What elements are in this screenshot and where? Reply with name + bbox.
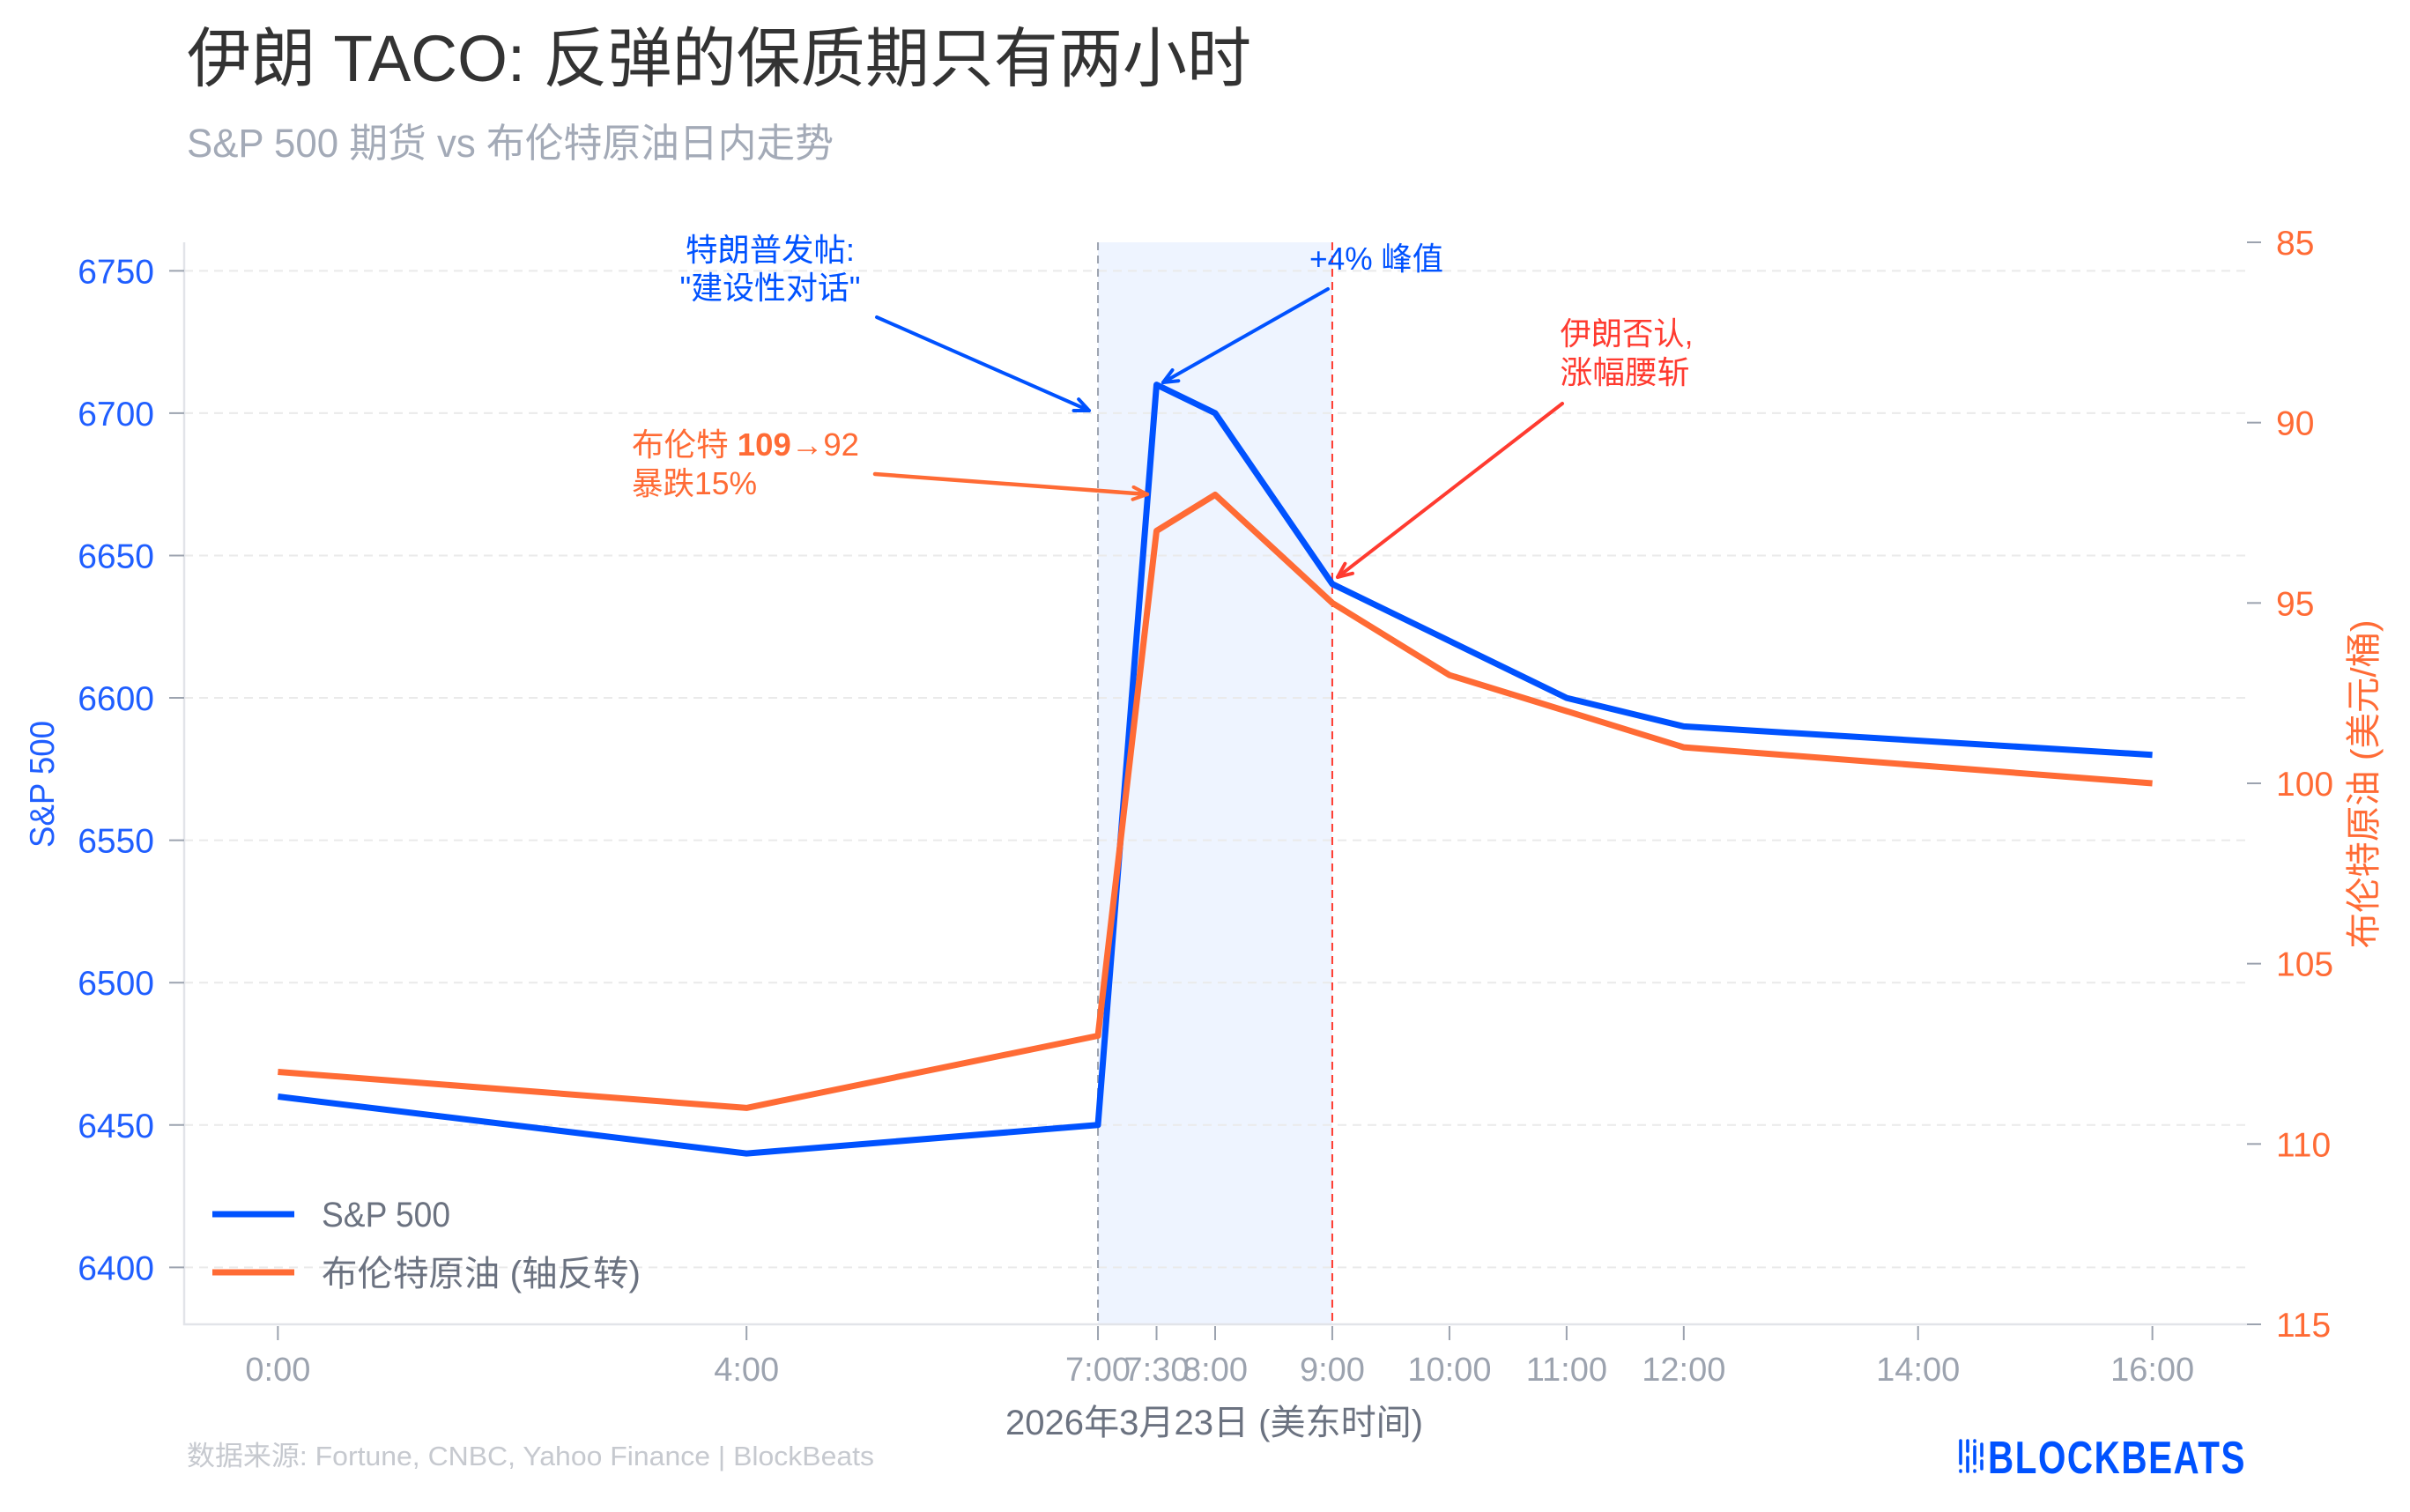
right-y-axis: 85 90 95 100 105 110 115 — [2247, 225, 2333, 1345]
blockbeats-logo: BLOCKBEATS — [1959, 1433, 2246, 1484]
left-y-axis: 6400 6450 6500 6550 6600 6650 6700 6750 — [78, 253, 184, 1287]
y-tick-label-right: 110 — [2276, 1126, 2331, 1164]
x-tick-label: 0:00 — [245, 1352, 310, 1389]
data-source-note: 数据来源: Fortune, CNBC, Yahoo Finance | Blo… — [187, 1441, 874, 1471]
annotation-text: 布伦特 109→92 — [632, 426, 859, 463]
y-tick-label-left: 6650 — [78, 537, 154, 575]
x-tick-label: 16:00 — [2110, 1352, 2194, 1389]
x-tick-label: 10:00 — [1407, 1352, 1491, 1389]
y-tick-label-right: 95 — [2276, 585, 2314, 623]
blockbeats-logo-icon — [1959, 1439, 1984, 1473]
annotation-text: "建设性对话" — [680, 270, 861, 306]
y-axis-label-left: S&P 500 — [24, 721, 62, 848]
x-tick-label: 7:00 — [1065, 1352, 1131, 1389]
y-tick-label-left: 6750 — [78, 253, 154, 291]
x-axis-label: 2026年3月23日 (美东时间) — [1005, 1404, 1423, 1442]
x-tick-label: 9:00 — [1300, 1352, 1365, 1389]
blockbeats-logo-text: BLOCKBEATS — [1988, 1433, 2246, 1484]
annotation-text: 伊朗否认, — [1561, 315, 1694, 352]
y-tick-label-right: 90 — [2276, 405, 2314, 443]
legend-label-sp500: S&P 500 — [322, 1196, 450, 1234]
annotation-prefix: 布伦特 — [632, 426, 738, 463]
chart-title: 伊朗 TACO: 反弹的保质期只有两小时 — [187, 22, 1251, 95]
x-tick-label: 12:00 — [1642, 1352, 1725, 1389]
y-tick-label-left: 6500 — [78, 965, 154, 1003]
y-tick-label-left: 6400 — [78, 1249, 154, 1287]
y-tick-label-right: 85 — [2276, 225, 2314, 263]
legend: S&P 500 布伦特原油 (轴反转) — [212, 1196, 641, 1293]
x-tick-label: 8:00 — [1183, 1352, 1248, 1389]
annotation-arrow — [1336, 402, 1564, 579]
annotation-trump-post: 特朗普发帖: "建设性对话" — [680, 232, 1091, 412]
x-axis: 0:00 4:00 7:007:308:00 9:00 10:00 11:00 12:00 1… — [245, 1326, 2194, 1389]
x-tick-label: 4:00 — [714, 1352, 779, 1389]
y-tick-label-right: 105 — [2276, 946, 2333, 984]
y-tick-label-right: 100 — [2276, 766, 2333, 804]
annotation-suffix: 92 — [823, 426, 859, 463]
event-lines — [1097, 242, 1333, 1324]
legend-label-brent: 布伦特原油 (轴反转) — [322, 1255, 641, 1293]
chart-subtitle: S&P 500 期货 vs 布伦特原油日内走势 — [187, 121, 834, 166]
annotation-peak: +4% 峰值 — [1161, 241, 1443, 384]
annotation-arrow — [875, 315, 1091, 412]
annotation-text: +4% 峰值 — [1309, 241, 1443, 277]
y-axis-label-right: 布伦特原油 (美元/桶) — [2345, 620, 2384, 949]
annotation-text: 特朗普发帖: — [686, 232, 855, 268]
series-layer — [277, 382, 2153, 1157]
annotation-text: 涨幅腰斩 — [1561, 354, 1690, 390]
highlight-span-layer — [1098, 242, 1332, 1324]
annotation-arrow — [1161, 287, 1330, 384]
y-tick-label-right: 115 — [2276, 1307, 2331, 1345]
y-tick-label-left: 6550 — [78, 823, 154, 861]
sp500-series-line — [277, 382, 2153, 1157]
brent-series-line — [278, 492, 2153, 1111]
y-tick-label-left: 6600 — [78, 680, 154, 718]
y-tick-label-left: 6450 — [78, 1108, 154, 1145]
x-tick-label: 11:00 — [1526, 1352, 1607, 1389]
annotation-brent-drop: 布伦特 109→92 暴跌15% — [632, 426, 1150, 501]
x-tick-label: 14:00 — [1876, 1352, 1960, 1389]
highlight-span — [1098, 242, 1332, 1324]
annotation-text: 暴跌15% — [632, 465, 757, 501]
x-tick-label: 7:30 — [1124, 1352, 1190, 1389]
annotation-arrow — [872, 471, 1150, 501]
y-tick-label-left: 6700 — [78, 396, 154, 434]
annotation-bold-value: 109→ — [738, 426, 824, 463]
annotation-iran-denial: 伊朗否认, 涨幅腰斩 — [1336, 315, 1694, 579]
